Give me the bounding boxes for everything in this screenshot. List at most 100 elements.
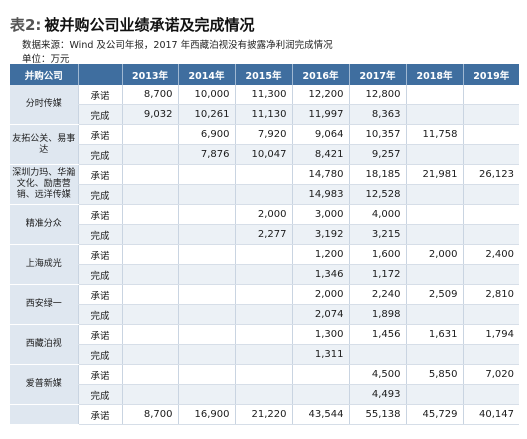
value-cell: 2,509	[405, 284, 463, 305]
row-type-cell: 承诺	[77, 284, 122, 305]
company-name-cell: 友拓公关、易事达	[10, 124, 78, 165]
value-cell: 1,898	[348, 304, 406, 325]
value-cell	[177, 344, 235, 365]
value-cell	[121, 344, 178, 365]
value-cell	[234, 184, 292, 205]
header-year: 2018年	[405, 64, 463, 85]
performance-table: 并购公司 2013年 2014年 2015年 2016年 2017年 2018年 2019年 …	[10, 64, 519, 425]
value-cell	[348, 344, 406, 365]
header-year: 2013年	[121, 64, 178, 85]
company-name-cell: 上海成光	[10, 244, 78, 285]
header-year: 2014年	[177, 64, 235, 85]
table-row: 完成 4,493	[10, 384, 519, 405]
row-type-cell: 完成	[77, 264, 122, 285]
value-cell	[405, 224, 463, 245]
value-cell	[462, 184, 519, 205]
value-cell	[462, 304, 519, 325]
table-title: 表2: 被并购公司业绩承诺及完成情况	[10, 14, 254, 34]
value-cell: 1,600	[348, 244, 406, 265]
value-cell: 11,758	[405, 124, 463, 145]
value-cell: 8,700	[121, 404, 178, 425]
value-cell	[234, 264, 292, 285]
value-cell: 16,900	[177, 404, 235, 425]
value-cell: 10,261	[177, 104, 235, 125]
value-cell: 9,032	[121, 104, 178, 125]
data-source-note: 数据来源：Wind 及公司年报，2017 年西藏泊视没有披露净利润完成情况	[22, 40, 333, 51]
value-cell	[177, 304, 235, 325]
value-cell	[121, 204, 178, 225]
table-row: 友拓公关、易事达 承诺 6,900 7,920 9,064 10,357 11,758	[10, 124, 519, 165]
table-row: 爱普新媒 承诺 4,500 5,850 7,020	[10, 364, 519, 405]
value-cell	[462, 104, 519, 125]
row-type-cell: 完成	[77, 384, 122, 405]
value-cell	[234, 324, 292, 345]
value-cell	[234, 344, 292, 365]
value-cell	[177, 164, 235, 185]
value-cell	[234, 164, 292, 185]
value-cell: 3,000	[291, 204, 349, 225]
value-cell	[405, 85, 463, 105]
table-row: 完成 9,032 10,261 11,130 11,997 8,363	[10, 104, 519, 125]
value-cell	[234, 364, 292, 385]
value-cell: 7,920	[234, 124, 292, 145]
value-cell: 43,544	[291, 404, 349, 425]
value-cell: 4,493	[348, 384, 406, 405]
table-row: 精准分众 承诺 2,000 3,000 4,000	[10, 204, 519, 245]
company-name-cell: 精准分众	[10, 204, 78, 245]
value-cell	[405, 264, 463, 285]
value-cell	[234, 304, 292, 325]
header-year: 2016年	[291, 64, 349, 85]
value-cell	[462, 85, 519, 105]
row-type-cell: 承诺	[77, 404, 122, 425]
table-title-text: 被并购公司业绩承诺及完成情况	[44, 16, 255, 34]
value-cell	[177, 244, 235, 265]
value-cell	[121, 244, 178, 265]
table-row: 完成 2,277 3,192 3,215	[10, 224, 519, 245]
value-cell: 10,000	[177, 85, 235, 105]
value-cell	[462, 344, 519, 365]
table-row: 西藏泊视 承诺 1,300 1,456 1,631 1,794	[10, 324, 519, 365]
value-cell	[177, 204, 235, 225]
value-cell: 2,810	[462, 284, 519, 305]
value-cell: 4,000	[348, 204, 406, 225]
value-cell	[405, 184, 463, 205]
value-cell: 2,074	[291, 304, 349, 325]
row-type-cell: 完成	[77, 304, 122, 325]
value-cell: 12,800	[348, 85, 406, 105]
value-cell: 2,000	[234, 204, 292, 225]
value-cell: 3,192	[291, 224, 349, 245]
value-cell	[121, 324, 178, 345]
value-cell: 12,528	[348, 184, 406, 205]
value-cell: 8,700	[121, 85, 178, 105]
value-cell	[291, 384, 349, 405]
table-row: 完成 1,346 1,172	[10, 264, 519, 285]
company-name-cell: 分时传媒	[10, 85, 78, 125]
value-cell: 9,064	[291, 124, 349, 145]
table-row: 完成 14,983 12,528	[10, 184, 519, 205]
table-row: 完成 1,311	[10, 344, 519, 365]
value-cell: 1,311	[291, 344, 349, 365]
value-cell	[121, 184, 178, 205]
value-cell: 18,185	[348, 164, 406, 185]
value-cell: 26,123	[462, 164, 519, 185]
value-cell: 14,983	[291, 184, 349, 205]
value-cell	[291, 364, 349, 385]
row-type-cell: 承诺	[77, 204, 122, 225]
value-cell	[177, 384, 235, 405]
value-cell: 2,000	[405, 244, 463, 265]
value-cell: 5,850	[405, 364, 463, 385]
value-cell: 1,346	[291, 264, 349, 285]
value-cell	[405, 384, 463, 405]
value-cell: 12,200	[291, 85, 349, 105]
company-name-cell: 西安绿一	[10, 284, 78, 325]
row-type-cell: 承诺	[77, 324, 122, 345]
company-name-cell: 深圳力玛、华瀚文化、励唐营销、远洋传媒	[10, 164, 78, 205]
company-name-cell: 西藏泊视	[10, 324, 78, 365]
header-year: 2019年	[462, 64, 519, 85]
header-row: 并购公司 2013年 2014年 2015年 2016年 2017年 2018年 2019年	[10, 64, 519, 85]
company-name-cell: 爱普新媒	[10, 364, 78, 405]
value-cell	[405, 344, 463, 365]
row-type-cell: 完成	[77, 144, 122, 165]
value-cell	[121, 304, 178, 325]
value-cell: 11,300	[234, 85, 292, 105]
